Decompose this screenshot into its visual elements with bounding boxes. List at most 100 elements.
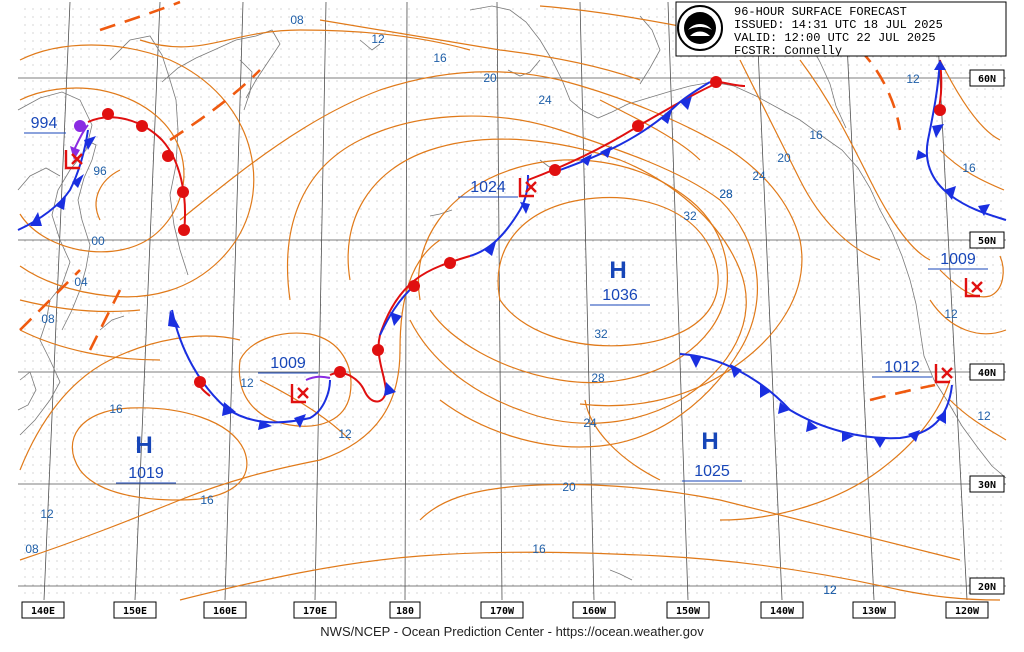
lon-label: 120W (955, 606, 980, 617)
cold-front-triangle (294, 414, 306, 428)
front-symbols (30, 60, 990, 448)
info-line-forecaster: FCSTR: Connelly (734, 44, 842, 58)
isobar-label: 12 (240, 376, 254, 390)
cold-front-triangle (258, 420, 272, 430)
footer-credit: NWS/NCEP - Ocean Prediction Center - htt… (320, 624, 704, 639)
cold-front-triangle (806, 420, 818, 432)
lon-label: 150W (676, 606, 701, 617)
cold-front-triangle (944, 186, 956, 200)
isobar-label: 12 (823, 583, 837, 597)
isobar-label: 12 (944, 307, 958, 321)
cold-front-triangle (56, 196, 66, 210)
cold-front-triangle (932, 124, 944, 138)
cold-front-triangle (520, 202, 530, 214)
low-x-icon (934, 364, 953, 384)
isobar-label: 12 (40, 507, 54, 521)
isobar-label: 16 (532, 542, 546, 556)
low-x-icon (518, 178, 537, 198)
isobar-label: 96 (93, 164, 107, 178)
cold-front-triangle (680, 96, 692, 110)
noaa-logo-icon (677, 5, 723, 51)
info-line-valid: VALID: 12:00 UTC 22 JUL 2025 (734, 31, 936, 45)
isobar-label: 12 (906, 72, 920, 86)
low-x-icon (290, 384, 309, 404)
cold-front-1009 (171, 309, 331, 424)
cold-front-triangle (908, 430, 920, 442)
warm-front-semicircle (372, 344, 384, 356)
warm-front-semicircle (162, 150, 174, 162)
isobar-label: 08 (25, 542, 39, 556)
isobar-label: 12 (977, 409, 991, 423)
occluded-triangle (70, 146, 80, 160)
warm-front-central (329, 255, 471, 403)
cold-front-triangle (390, 312, 402, 326)
pressure-label-1012: 1012 (884, 359, 920, 376)
cold-front-triangle (874, 438, 886, 448)
isobar-label: 16 (962, 161, 976, 175)
cold-front-triangle (30, 212, 42, 226)
lat-label: 20N (978, 582, 996, 593)
lon-label: 140W (770, 606, 795, 617)
isobar-label: 28 (719, 187, 733, 201)
pressure-label-1025: 1025 (694, 463, 730, 480)
isobar-label: 04 (74, 275, 88, 289)
high-symbol-1025: H (701, 428, 718, 455)
cold-front-triangle (168, 310, 180, 328)
lat-label: 40N (978, 368, 996, 379)
lon-label: 140E (31, 606, 55, 617)
occluded-front-994 (73, 124, 89, 151)
pressure-labels: 994 1024 1009 1036 1019 1025 1009 1012 (24, 115, 988, 484)
warm-front-semicircle (934, 104, 946, 116)
cold-front-triangle (690, 356, 702, 368)
lon-label: 150E (123, 606, 147, 617)
warm-front-semicircle (178, 224, 190, 236)
longitude-labels: 140E 150E 160E 170E 180 170W 160W 150W 1… (21, 601, 989, 619)
cold-front-triangle (580, 154, 592, 166)
forecast-info-box: 96-HOUR SURFACE FORECAST ISSUED: 14:31 U… (675, 1, 1007, 58)
lon-label: 160W (582, 606, 607, 617)
warm-front-aleutian (527, 80, 746, 181)
isobar-label: 28 (719, 187, 733, 201)
high-symbol-1036: H (609, 257, 626, 284)
warm-front-semicircle (408, 280, 420, 292)
isobar-label: 24 (752, 169, 766, 183)
isobar-label: 32 (594, 327, 608, 341)
lat-label: 60N (978, 74, 996, 85)
cold-front-triangle (384, 382, 396, 396)
warm-front-semicircle (102, 108, 114, 120)
isobar-label: 16 (109, 402, 123, 416)
lon-label: 160E (213, 606, 237, 617)
map-background (18, 2, 1006, 600)
lat-label: 50N (978, 236, 996, 247)
pressure-label-1024: 1024 (470, 179, 506, 196)
cold-front-triangle (778, 402, 790, 414)
isobar-label: 16 (433, 51, 447, 65)
pressure-label-1009-west: 1009 (270, 355, 306, 372)
warm-front-semicircle (334, 366, 346, 378)
warm-front-semicircle (710, 76, 722, 88)
isobar-label: 08 (290, 13, 304, 27)
isobar-label: 28 (591, 371, 605, 385)
isobar-label: 16 (809, 128, 823, 142)
high-symbol-1019: H (135, 432, 152, 459)
lon-label: 170E (303, 606, 327, 617)
isobar-label: 20 (483, 71, 497, 85)
lon-label: 170W (490, 606, 515, 617)
low-x-icon (64, 150, 83, 170)
cold-front-triangle (72, 174, 84, 188)
isobar-labels: 08 12 16 20 24 28 32 32 28 24 20 16 12 9… (25, 13, 991, 597)
isobar-label: 16 (200, 493, 214, 507)
warm-front-semicircle (194, 376, 206, 388)
cold-front-triangle (842, 432, 854, 442)
isobar-label: 08 (41, 312, 55, 326)
pressure-label-1009-east: 1009 (940, 251, 976, 268)
cold-front-triangle (936, 410, 946, 424)
warm-front-semicircle (136, 120, 148, 132)
isobar-label: 24 (538, 93, 552, 107)
cold-front-triangle (978, 204, 990, 216)
warm-front-semicircle (632, 120, 644, 132)
pressure-label-994: 994 (31, 115, 58, 132)
isobar-label: 00 (91, 234, 105, 248)
low-x-icon (964, 278, 983, 298)
